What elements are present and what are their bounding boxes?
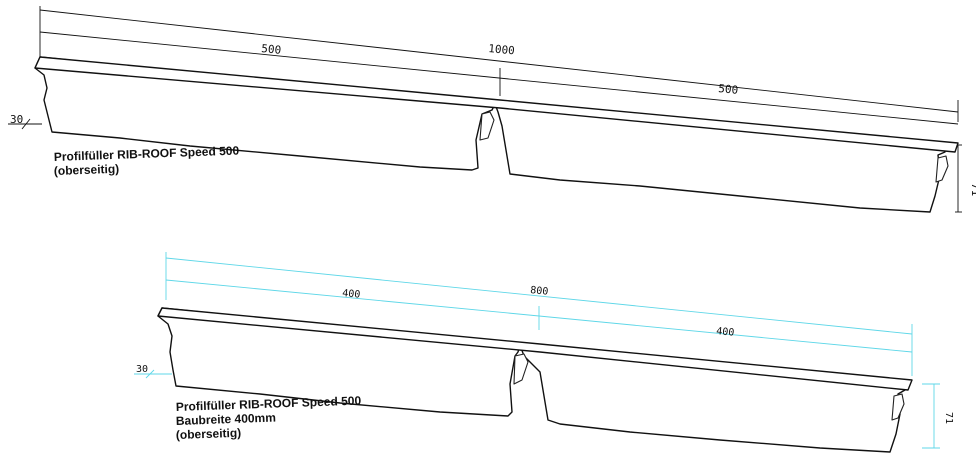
lower-dim-right: 400 — [716, 326, 735, 339]
upper-rib-notch — [479, 111, 495, 141]
lower-dimension-lines — [134, 252, 940, 449]
upper-end-notch — [935, 155, 949, 183]
lower-filler-right-block — [519, 344, 906, 453]
lower-dim-height: 71 — [943, 412, 954, 424]
lower-profile-filler: 400 800 400 30 71 Profilfüller RIB-ROOF … — [134, 252, 954, 453]
upper-label-line2: (oberseitig) — [54, 162, 120, 178]
lower-label-line1: Profilfüller RIB-ROOF Speed 500 — [176, 394, 362, 414]
upper-dim-total: 1000 — [488, 42, 516, 57]
upper-filler-right-block — [494, 103, 946, 213]
lower-dim-total: 800 — [530, 285, 549, 298]
upper-dim-height: 71 — [969, 183, 976, 196]
upper-label-line1: Profilfüller RIB-ROOF Speed 500 — [54, 144, 240, 164]
upper-dim-right: 500 — [718, 82, 739, 97]
lower-dim-left: 400 — [342, 288, 361, 301]
lower-dim-offset: 30 — [136, 364, 148, 375]
upper-filler-top-strip — [34, 56, 959, 153]
lower-label-line2: Baubreite 400mm — [176, 411, 276, 428]
upper-dim-left: 500 — [261, 42, 282, 57]
upper-filler-left-block — [34, 56, 496, 171]
upper-dim-offset: 30 — [10, 113, 23, 126]
upper-profile-filler: 500 1000 500 30 71 Profilfüller RIB-ROOF… — [8, 6, 976, 213]
lower-rib-notch — [513, 353, 529, 385]
lower-end-notch — [891, 393, 905, 421]
lower-label-line3: (oberseitig) — [176, 426, 242, 442]
lower-filler-top-strip — [157, 307, 913, 391]
